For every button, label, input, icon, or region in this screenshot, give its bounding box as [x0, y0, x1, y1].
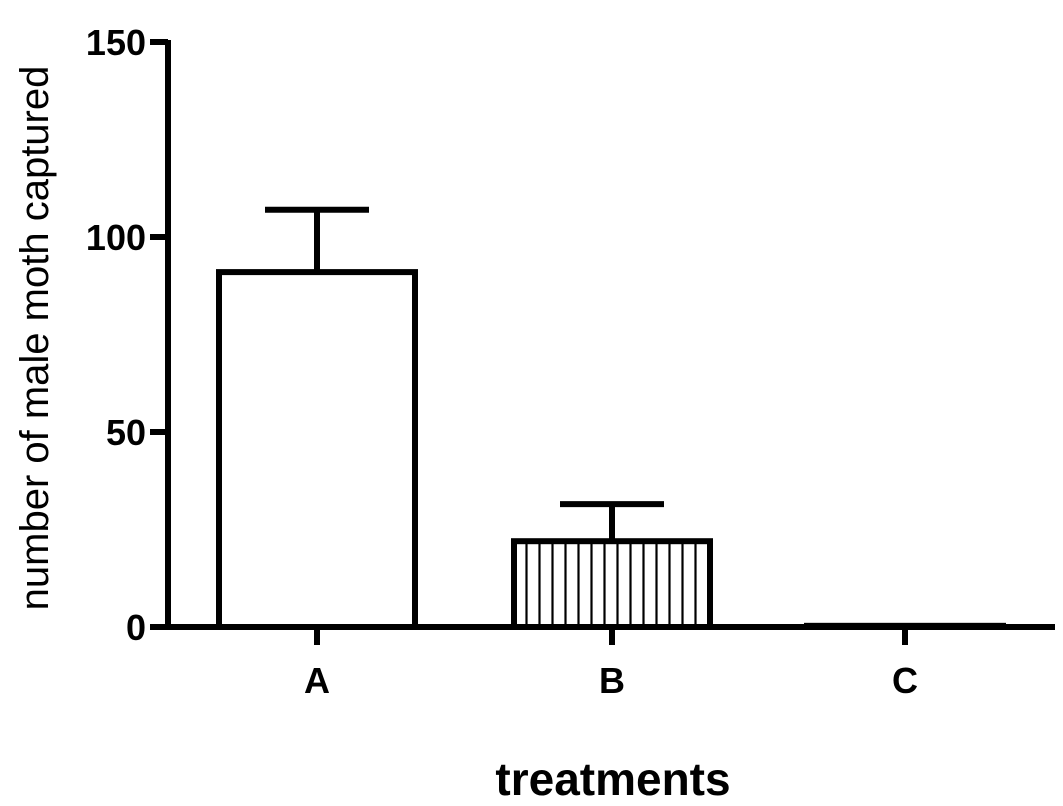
x-axis-title: treatments [495, 753, 730, 801]
bars-layer [216, 206, 1006, 631]
x-tick-label: A [304, 660, 330, 701]
bar-A [216, 269, 418, 630]
bar-B [511, 538, 713, 631]
y-tick-label: 50 [106, 412, 146, 453]
y-axis-title: number of male moth captured [13, 66, 57, 611]
x-tick-label: C [892, 660, 918, 701]
ticks-layer: 0 50 100 150 A B C [86, 22, 918, 701]
x-tick-label: B [599, 660, 625, 701]
y-tick-label: 150 [86, 22, 146, 63]
y-tick-label: 0 [126, 607, 146, 648]
y-tick-label: 100 [86, 217, 146, 258]
